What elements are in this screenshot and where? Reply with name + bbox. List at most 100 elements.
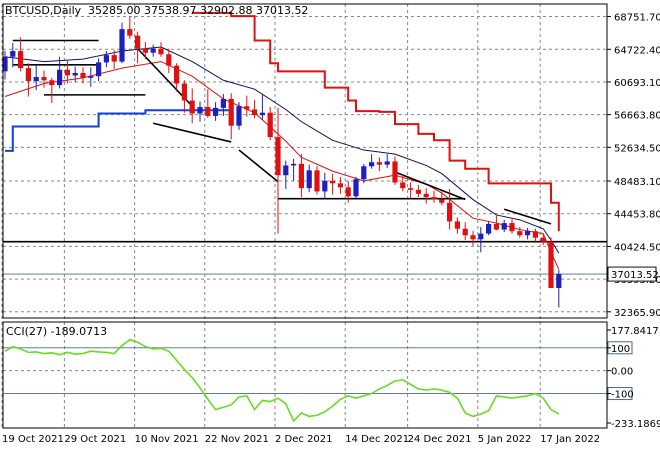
price-badge-label: 37013.52 xyxy=(611,270,659,281)
x-tick-label: 22 Nov 2021 xyxy=(205,434,269,445)
x-tick-label: 19 Oct 2021 xyxy=(2,434,64,445)
bearish-candle-body xyxy=(18,51,24,69)
cci-y-tick-label: 100 xyxy=(611,344,630,355)
bullish-candle-body xyxy=(556,274,562,288)
main-overlay-lines xyxy=(3,11,607,275)
y-tick-label: 60693.10 xyxy=(614,78,660,89)
bearish-candle-body xyxy=(392,161,398,183)
bullish-candle-body xyxy=(283,165,289,176)
bearish-candle-body xyxy=(244,106,250,110)
x-tick-label: 14 Dec 2021 xyxy=(345,434,409,445)
bullish-candle-body xyxy=(501,223,507,230)
bearish-candle-body xyxy=(181,83,187,101)
bullish-candle-body xyxy=(10,51,16,57)
bearish-candle-body xyxy=(415,189,421,194)
chart-title-symbol: BTCUSD,Daily xyxy=(5,4,82,17)
bearish-candle-body xyxy=(447,202,453,222)
bearish-candle-body xyxy=(267,112,273,138)
bearish-candle-body xyxy=(166,54,172,66)
bullish-candle-body xyxy=(259,112,265,116)
bullish-candle-body xyxy=(88,76,94,78)
cci-y-tick-label: 177.8417 xyxy=(611,326,659,337)
lower-moving-average xyxy=(4,61,560,270)
x-tick-label: 10 Nov 2021 xyxy=(135,434,199,445)
bearish-candle-body xyxy=(205,107,211,116)
bearish-candle-body xyxy=(509,223,515,232)
bullish-candle-body xyxy=(213,107,219,116)
bullish-candle-body xyxy=(525,231,531,236)
bullish-candle-body xyxy=(478,233,484,240)
bearish-candle-body xyxy=(376,162,382,165)
trendline xyxy=(394,171,466,201)
bullish-candle-body xyxy=(57,69,63,86)
cci-panel xyxy=(3,338,607,423)
y-tick-label: 32365.90 xyxy=(614,308,660,319)
bearish-candle-body xyxy=(298,163,304,189)
x-tick-label: 24 Dec 2021 xyxy=(408,434,472,445)
bearish-candle-body xyxy=(228,98,234,126)
bullish-candle-body xyxy=(291,163,297,166)
bearish-candle-body xyxy=(64,69,70,76)
upper-moving-average xyxy=(4,46,560,254)
bearish-candle-body xyxy=(275,137,281,176)
bullish-candle-body xyxy=(361,166,367,180)
cci-line xyxy=(4,338,560,423)
bullish-candle-body xyxy=(369,162,375,167)
bullish-candle-body xyxy=(486,223,492,234)
y-tick-label: 44453.80 xyxy=(614,210,660,221)
bearish-candle-body xyxy=(25,68,31,82)
bearish-candle-body xyxy=(493,223,499,230)
bearish-candle-body xyxy=(127,29,133,36)
bullish-candle-body xyxy=(119,29,125,62)
bearish-candle-body xyxy=(454,221,460,229)
grid-lines xyxy=(1,4,607,428)
chart-ohlc-values: 35285.00 37538.97 32902.88 37013.52 xyxy=(88,4,308,17)
x-tick-label: 17 Jan 2022 xyxy=(540,434,600,445)
bullish-candle-body xyxy=(103,55,109,63)
bullish-candle-body xyxy=(353,179,359,197)
y-tick-label: 52634.50 xyxy=(614,143,660,154)
bearish-candle-body xyxy=(423,193,429,198)
bearish-candle-body xyxy=(548,241,554,288)
bearish-candle-body xyxy=(49,80,55,86)
blue-stop-line xyxy=(5,109,232,152)
bullish-candle-body xyxy=(220,98,226,108)
bearish-candle-body xyxy=(408,188,414,190)
bullish-candle-body xyxy=(96,62,102,77)
trendline xyxy=(153,122,232,143)
bearish-candle-body xyxy=(314,170,320,192)
trendline xyxy=(503,208,552,225)
bearish-candle-body xyxy=(470,235,476,240)
x-tick-label: 2 Dec 2021 xyxy=(275,434,333,445)
cci-y-tick-label: 0.00 xyxy=(611,367,633,378)
cci-panel-frame xyxy=(2,321,608,429)
bearish-candle-body xyxy=(337,183,343,188)
bullish-candle-body xyxy=(322,180,328,192)
main-panel-frame xyxy=(2,3,608,319)
bearish-candle-body xyxy=(174,65,180,84)
x-tick-label: 29 Oct 2021 xyxy=(64,434,126,445)
candles xyxy=(2,16,562,308)
y-tick-label: 64722.40 xyxy=(614,45,660,56)
x-tick-label: 5 Jan 2022 xyxy=(478,434,532,445)
bearish-candle-body xyxy=(439,199,445,203)
bearish-candle-body xyxy=(540,237,546,242)
bullish-candle-body xyxy=(2,56,8,72)
bearish-candle-body xyxy=(41,77,47,81)
bearish-candle-body xyxy=(252,109,258,116)
bullish-candle-body xyxy=(150,48,156,53)
y-tick-label: 40424.50 xyxy=(614,242,660,253)
bearish-candle-body xyxy=(517,231,523,236)
bearish-candle-body xyxy=(462,228,468,236)
bullish-candle-body xyxy=(33,77,39,82)
bearish-candle-body xyxy=(330,180,336,184)
bearish-candle-body xyxy=(135,35,141,49)
trendline xyxy=(238,149,279,183)
cci-y-tick-label: -100 xyxy=(611,390,634,401)
bullish-candle-body xyxy=(72,72,78,76)
cci-indicator-label: CCI(27) -189.0713 xyxy=(6,325,107,338)
red-stop-line xyxy=(192,11,560,232)
axes: 19 Oct 2021 29 Oct 2021 10 Nov 2021 22 Nov … xyxy=(2,3,660,445)
cci-y-tick-label: -233.1869 xyxy=(611,419,660,430)
